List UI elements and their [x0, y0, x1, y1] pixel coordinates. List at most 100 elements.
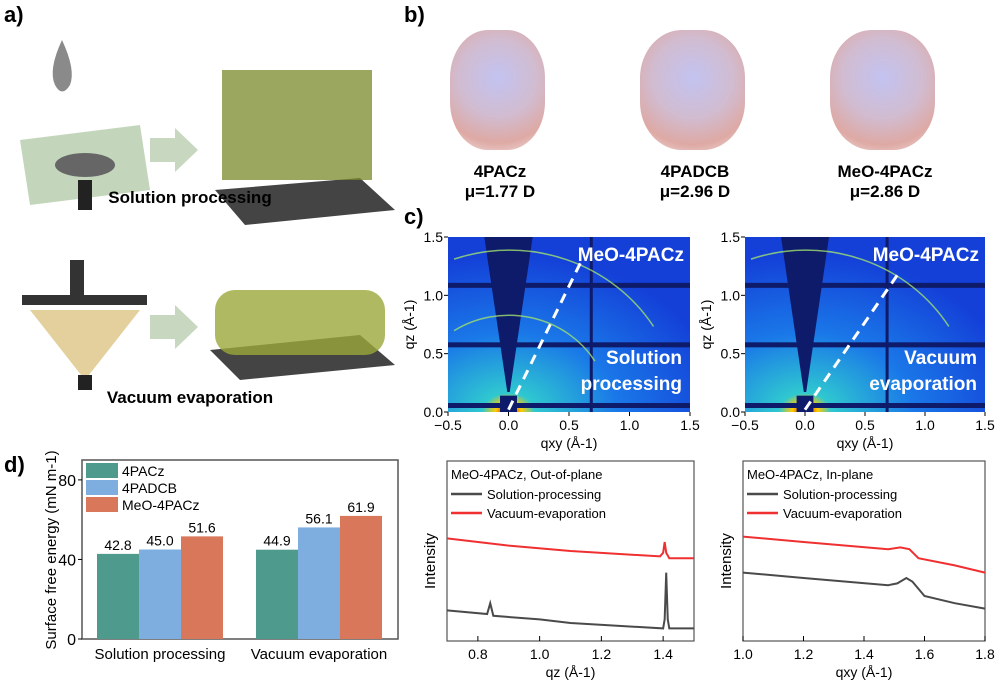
- x-tick-label: 1.2: [794, 646, 814, 662]
- plot-frame: [446, 460, 695, 642]
- x-axis-label: qxy (Å-1): [836, 664, 893, 680]
- diffraction-ring: [453, 314, 596, 362]
- molecule-dipole: μ=2.96 D: [659, 182, 731, 201]
- y-tick-label: 1.0: [721, 287, 741, 303]
- dashed-guide-line: [507, 260, 583, 411]
- legend-swatch: [86, 497, 118, 512]
- bar: [97, 553, 139, 639]
- x-tick-label: −0.5: [731, 417, 759, 433]
- legend-label: Vacuum-evaporation: [783, 506, 902, 521]
- y-axis-label: Intensity: [422, 533, 439, 589]
- beamstop-shadow: [781, 237, 829, 392]
- bar: [298, 527, 340, 639]
- y-axis-label: Intensity: [718, 533, 735, 589]
- molecule-label: 4PACz μ=1.77 D: [430, 162, 570, 202]
- bar-value-label: 42.8: [104, 537, 131, 553]
- sam-solution-layer: [222, 70, 372, 180]
- detector-gap: [745, 282, 985, 288]
- map-annotation: Vacuum: [904, 348, 977, 369]
- map-title: MeO-4PACz: [578, 245, 684, 266]
- giwaxs-map: [448, 237, 690, 412]
- molecule-name: 4PADCB: [660, 162, 730, 181]
- x-tick-label: 0.8: [468, 646, 488, 662]
- legend-label: MeO-4PACz: [122, 497, 200, 513]
- spin-disc: [55, 153, 115, 177]
- y-tick-label: 0.0: [424, 404, 444, 420]
- map-annotation: evaporation: [869, 374, 977, 395]
- legend-label: Solution-processing: [783, 487, 897, 502]
- y-axis-label: Surface free energy (mN m-1): [43, 450, 60, 649]
- x-tick-label: 0.0: [499, 417, 519, 433]
- y-tick-label: 80: [58, 473, 76, 490]
- chart-title: MeO-4PACz, Out-of-plane: [451, 467, 602, 482]
- bar-value-label: 61.9: [347, 499, 374, 515]
- bar: [139, 549, 181, 639]
- spin-chuck: [78, 180, 92, 210]
- x-tick-label: 1.0: [915, 417, 935, 433]
- x-tick-label: 1.5: [975, 417, 995, 433]
- legend-label: Solution-processing: [487, 487, 601, 502]
- y-tick-label: 0.0: [721, 404, 741, 420]
- sam-substrate: [215, 178, 395, 225]
- detector-gap: [745, 403, 985, 408]
- bar-value-label: 51.6: [188, 519, 215, 535]
- x-tick-label: 0.5: [559, 417, 579, 433]
- bar-value-label: 44.9: [263, 533, 290, 549]
- y-tick-label: 0.5: [424, 346, 444, 362]
- bar-value-label: 45.0: [146, 533, 173, 549]
- diffraction-ring: [453, 249, 655, 327]
- legend-label: Vacuum-evaporation: [487, 506, 606, 521]
- legend-swatch: [86, 463, 118, 478]
- legend-label: 4PACz: [122, 463, 165, 479]
- x-tick-label: 1.2: [592, 646, 612, 662]
- series-line: [446, 537, 694, 560]
- x-axis-label: qxy (Å-1): [541, 435, 598, 451]
- bar-value-label: 56.1: [305, 510, 332, 526]
- y-tick-label: 1.5: [721, 229, 741, 245]
- plot-frame: [81, 459, 399, 640]
- caption-solution-processing: Solution processing: [108, 188, 272, 207]
- molecule-dipole: μ=2.86 D: [849, 182, 921, 201]
- map-title: MeO-4PACz: [873, 245, 979, 266]
- panel-label-b: b): [404, 2, 425, 27]
- x-tick-label: 1.0: [620, 417, 640, 433]
- series-line: [446, 572, 694, 630]
- detector-gap: [745, 342, 985, 348]
- y-tick-label: 0: [67, 632, 76, 649]
- molecule-meo4pacz-image: [830, 30, 935, 150]
- x-tick-label: 0.0: [795, 417, 815, 433]
- molecule-4pacz-image: [450, 30, 545, 150]
- y-tick-label: 0.5: [721, 346, 741, 362]
- evaporation-holder: [70, 260, 84, 295]
- y-axis-label: qz (Å-1): [401, 300, 417, 350]
- panel-label-c: c): [404, 204, 424, 229]
- detector-gap: [448, 342, 690, 348]
- category-label: Solution processing: [95, 646, 226, 663]
- bar: [181, 536, 223, 639]
- panel-label-d: d): [4, 452, 25, 477]
- arrow-icon: [150, 305, 198, 349]
- x-tick-label: 1.4: [653, 646, 673, 662]
- molecule-dipole: μ=1.77 D: [464, 182, 536, 201]
- map-annotation: Solution: [606, 348, 682, 369]
- legend-swatch: [86, 480, 118, 495]
- detector-gap: [885, 237, 889, 412]
- legend-label: 4PADCB: [122, 480, 177, 496]
- x-tick-label: 0.5: [855, 417, 875, 433]
- vapor-cone: [30, 310, 140, 380]
- chart-title: MeO-4PACz, In-plane: [747, 467, 873, 482]
- diffraction-ring: [750, 249, 950, 327]
- molecule-4padcb-image: [640, 30, 745, 150]
- x-tick-label: 1.5: [680, 417, 700, 433]
- x-tick-label: 1.8: [975, 646, 995, 662]
- x-axis-label: qz (Å-1): [546, 664, 596, 680]
- y-tick-label: 1.0: [424, 287, 444, 303]
- x-tick-label: 1.0: [733, 646, 753, 662]
- bar: [340, 515, 382, 639]
- detector-gap: [589, 237, 593, 412]
- y-axis-label: qz (Å-1): [698, 300, 714, 350]
- y-tick-label: 1.5: [424, 229, 444, 245]
- caption-vacuum-evaporation: Vacuum evaporation: [106, 388, 274, 407]
- molecule-label: 4PADCB μ=2.96 D: [625, 162, 765, 202]
